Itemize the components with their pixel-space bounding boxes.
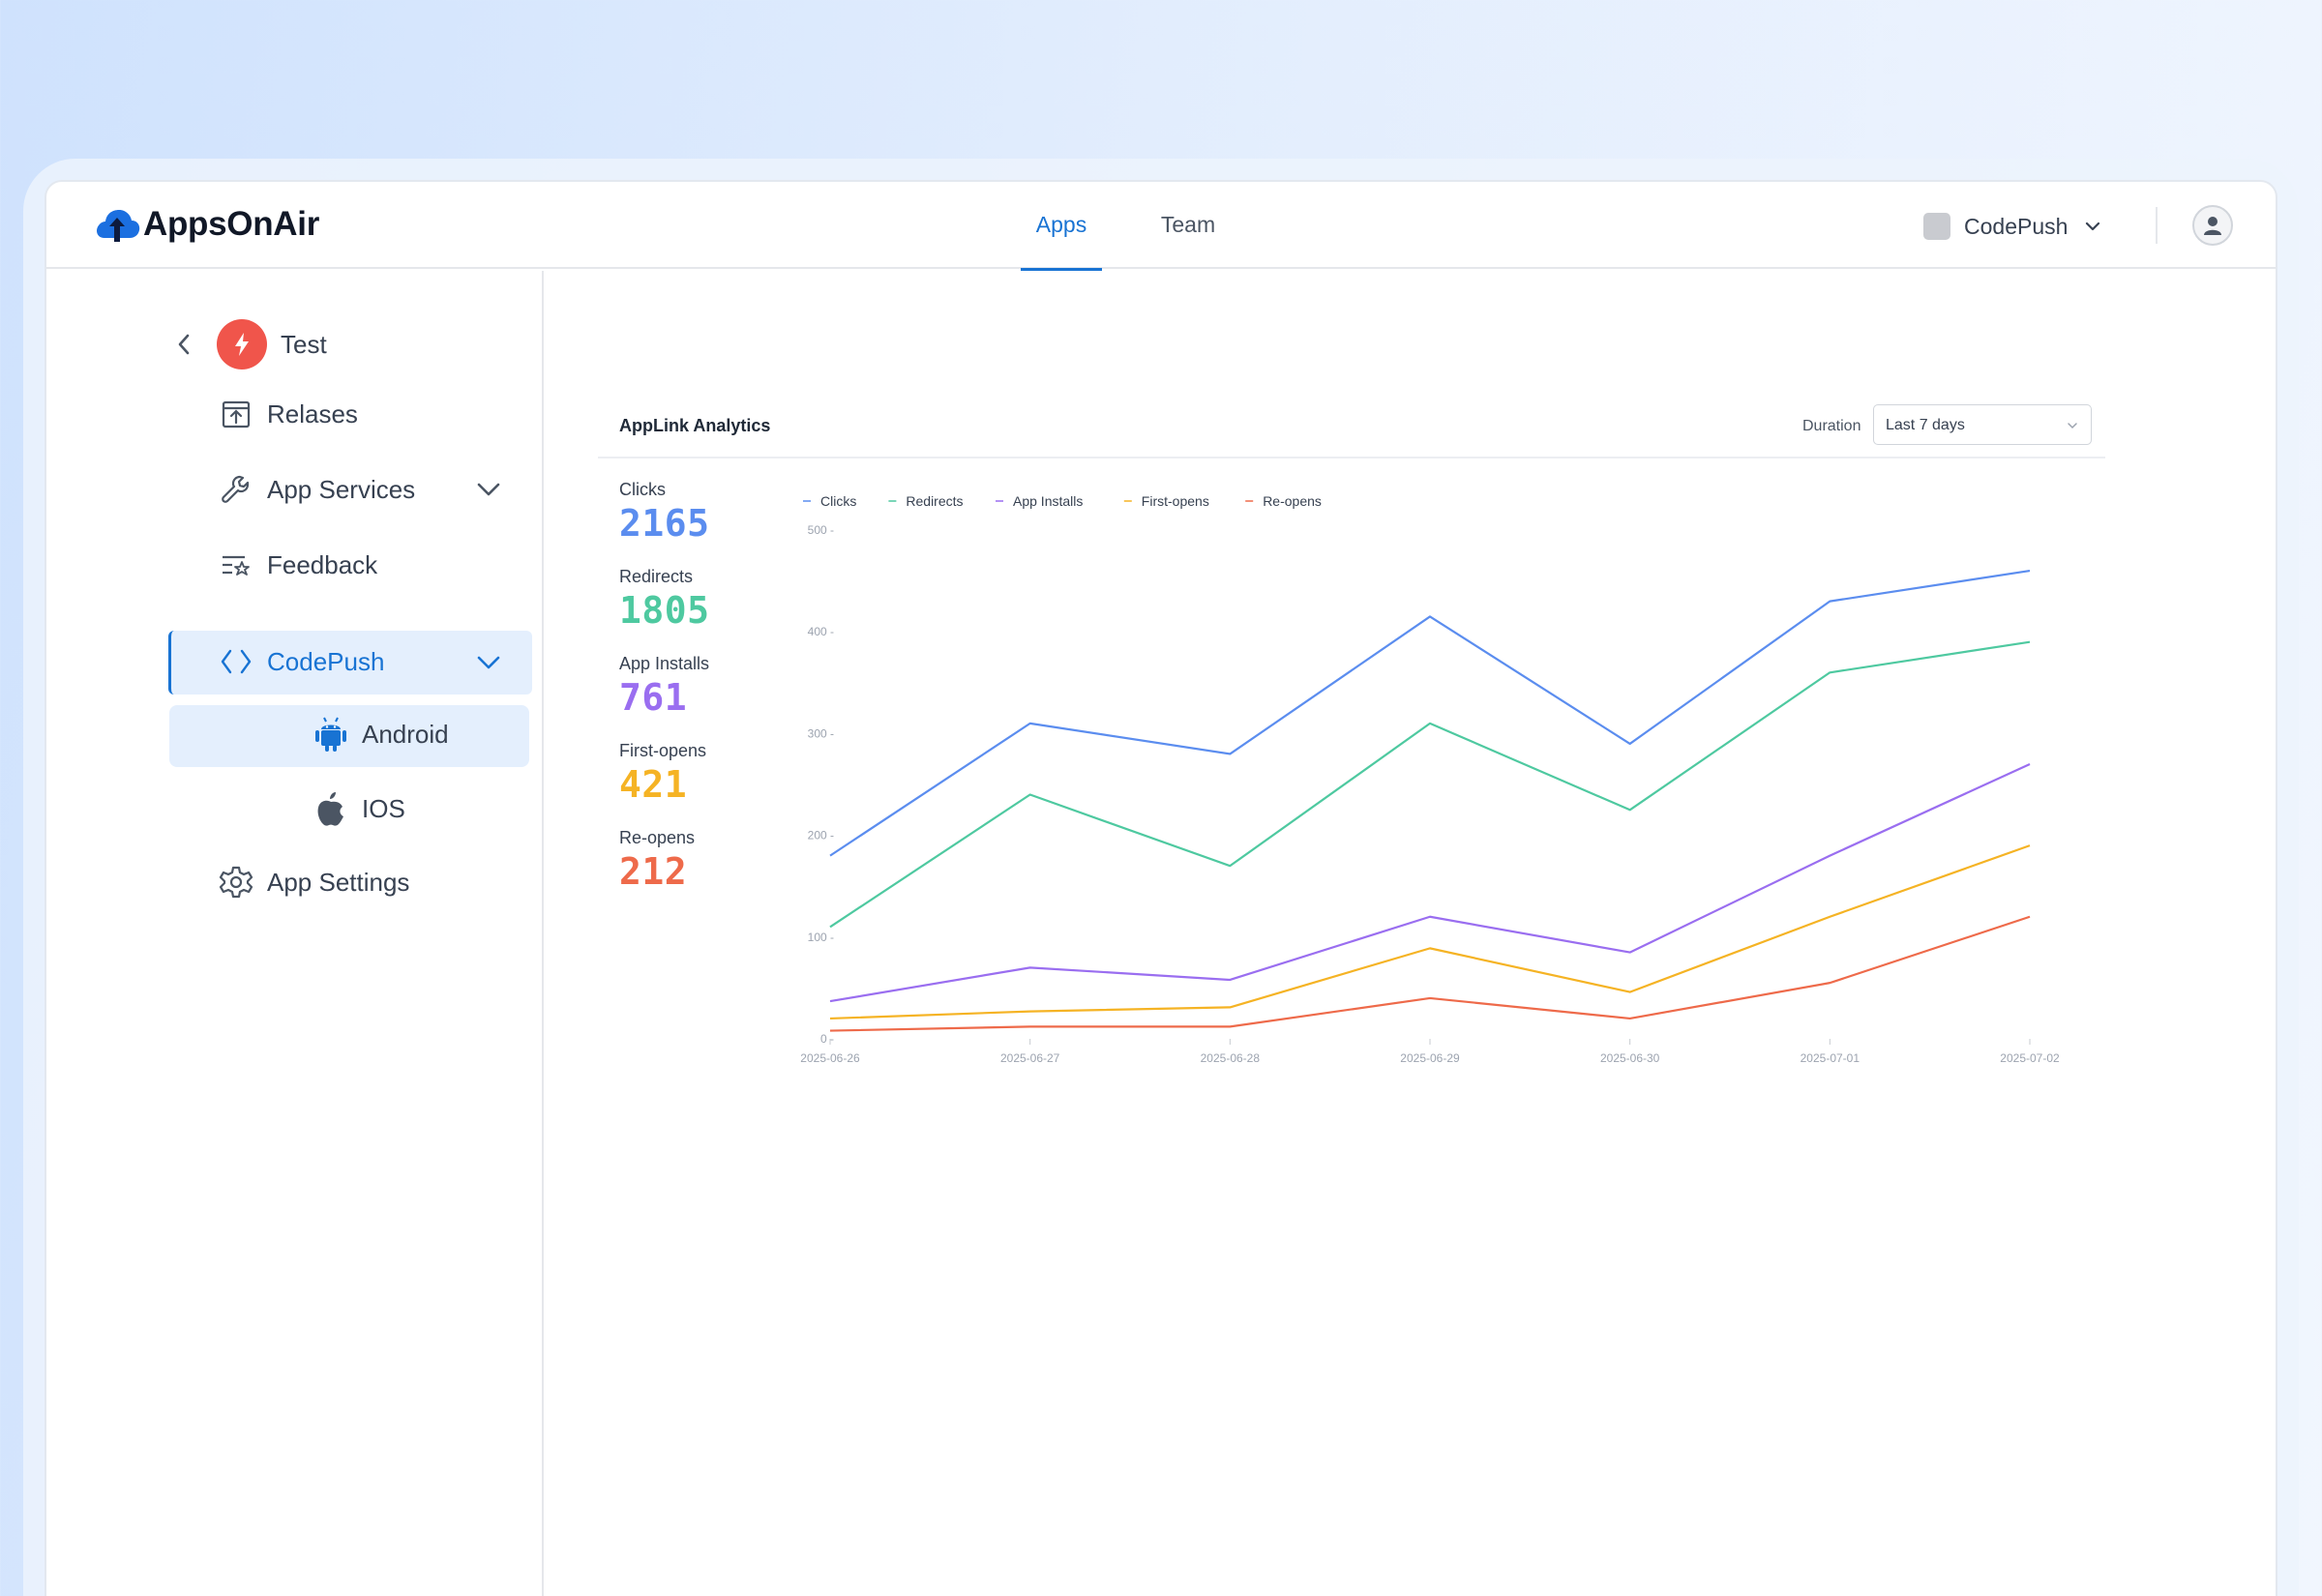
stat-value: 2165 xyxy=(619,502,710,545)
stat-label: Redirects xyxy=(619,567,694,586)
app-name: Test xyxy=(281,329,327,359)
stat-label: App Installs xyxy=(619,654,710,673)
app-window: AppsOnAir Apps Team CodePush xyxy=(45,180,2277,1596)
project-name: CodePush xyxy=(1964,213,2069,239)
tab-apps[interactable]: Apps xyxy=(1021,182,1102,271)
legend-label: Redirects xyxy=(906,493,963,509)
stat-value: 761 xyxy=(619,676,688,719)
panel-title: AppLink Analytics xyxy=(619,416,771,435)
feedback-list-icon xyxy=(219,547,253,582)
x-tick-label: 2025-06-28 xyxy=(1201,1051,1261,1065)
y-tick-label: 500 - xyxy=(808,523,834,537)
series-line-re-opens xyxy=(829,915,2031,1032)
sidebar-item-label: CodePush xyxy=(267,646,385,676)
project-selector[interactable]: CodePush xyxy=(1923,209,2102,244)
sidebar-subitem-android-highlight xyxy=(169,705,529,767)
x-tick-label: 2025-07-02 xyxy=(2000,1051,2060,1065)
x-tick-label: 2025-06-27 xyxy=(1000,1051,1060,1065)
series-line-app-installs xyxy=(829,762,2031,1003)
x-tick-label: 2025-06-30 xyxy=(1600,1051,1660,1065)
sidebar-subitem-ios[interactable]: IOS xyxy=(313,791,405,826)
panel-divider xyxy=(598,457,2105,458)
sidebar-item-label: IOS xyxy=(362,793,405,823)
brand-name: AppsOnAir xyxy=(143,205,320,243)
legend-label: Re-opens xyxy=(1263,493,1322,509)
sidebar-subitem-android[interactable]: Android xyxy=(313,717,449,752)
series-line-first-opens xyxy=(829,844,2031,1020)
sidebar-item-label: App Services xyxy=(267,474,416,504)
series-line-clicks xyxy=(829,569,2031,857)
stat-label: Re-opens xyxy=(619,828,696,847)
apple-icon xyxy=(313,791,348,826)
chevron-down-icon xyxy=(2086,222,2100,231)
cloud-upload-icon xyxy=(97,210,140,242)
legend-label: Clicks xyxy=(820,493,856,509)
x-tick-label: 2025-06-26 xyxy=(800,1051,860,1065)
stat-clicks: Clicks 2165 xyxy=(619,480,710,545)
project-swatch xyxy=(1923,213,1950,240)
sidebar-item-releases[interactable]: Relases xyxy=(219,397,358,431)
sidebar-item-label: Relases xyxy=(267,399,358,429)
chevron-left-icon[interactable] xyxy=(174,332,194,357)
sidebar-item-app-settings[interactable]: App Settings xyxy=(219,865,409,900)
code-brackets-icon xyxy=(219,644,253,679)
user-icon xyxy=(2204,217,2221,235)
sidebar-item-codepush[interactable]: CodePush xyxy=(219,644,384,679)
y-tick-label: 400 - xyxy=(808,625,834,638)
y-tick-label: 100 - xyxy=(808,931,834,944)
legend-label: App Installs xyxy=(1013,493,1083,509)
tab-team[interactable]: Team xyxy=(1160,212,1216,237)
duration-label: Duration xyxy=(1802,418,1861,434)
duration-select[interactable]: Last 7 days xyxy=(1873,404,2092,445)
x-tick-label: 2025-06-29 xyxy=(1400,1051,1460,1065)
sidebar-item-label: Feedback xyxy=(267,549,378,579)
chevron-down-icon[interactable] xyxy=(474,648,503,677)
brand-logo[interactable]: AppsOnAir xyxy=(93,203,319,246)
app-icon xyxy=(217,319,267,369)
series-line-redirects xyxy=(829,640,2031,929)
stat-value: 421 xyxy=(619,763,688,806)
y-tick-label: 200 - xyxy=(808,829,834,842)
sidebar-item-codepush-highlight xyxy=(168,631,532,695)
legend-label: First-opens xyxy=(1142,493,1209,509)
y-tick-label: 300 - xyxy=(808,726,834,740)
top-bar: AppsOnAir Apps Team CodePush xyxy=(46,182,2276,271)
stat-redirects: Redirects 1805 xyxy=(619,567,710,632)
chevron-down-icon[interactable] xyxy=(474,475,503,504)
sidebar: Test Relases App Services xyxy=(46,271,544,1596)
sidebar-item-label: App Settings xyxy=(267,867,410,897)
sidebar-item-feedback[interactable]: Feedback xyxy=(219,547,377,582)
user-avatar[interactable] xyxy=(2192,205,2233,246)
sidebar-item-label: Android xyxy=(362,719,449,749)
stat-value: 212 xyxy=(619,850,688,893)
stat-re-opens: Re-opens 212 xyxy=(619,828,695,893)
android-icon xyxy=(313,717,348,752)
app-header: Test xyxy=(174,319,327,369)
chevron-down-icon xyxy=(2068,423,2077,429)
duration-value: Last 7 days xyxy=(1886,417,1965,433)
wrench-icon xyxy=(219,472,253,507)
lightning-icon xyxy=(235,333,249,356)
stat-app-installs: App Installs 761 xyxy=(619,654,709,719)
stat-label: Clicks xyxy=(619,480,666,499)
stat-value: 1805 xyxy=(619,589,710,632)
sidebar-item-app-services[interactable]: App Services xyxy=(219,472,415,507)
header-divider xyxy=(2156,207,2158,244)
archive-upload-icon xyxy=(219,397,253,431)
stat-first-opens: First-opens 421 xyxy=(619,741,706,806)
applink-line-chart: Clicks Redirects App Installs First-opens Re… xyxy=(800,493,2060,1065)
x-tick-label: 2025-07-01 xyxy=(1801,1051,1861,1065)
stat-label: First-opens xyxy=(619,741,707,760)
gear-icon xyxy=(219,865,253,900)
y-tick-label: 0 - xyxy=(820,1032,834,1046)
